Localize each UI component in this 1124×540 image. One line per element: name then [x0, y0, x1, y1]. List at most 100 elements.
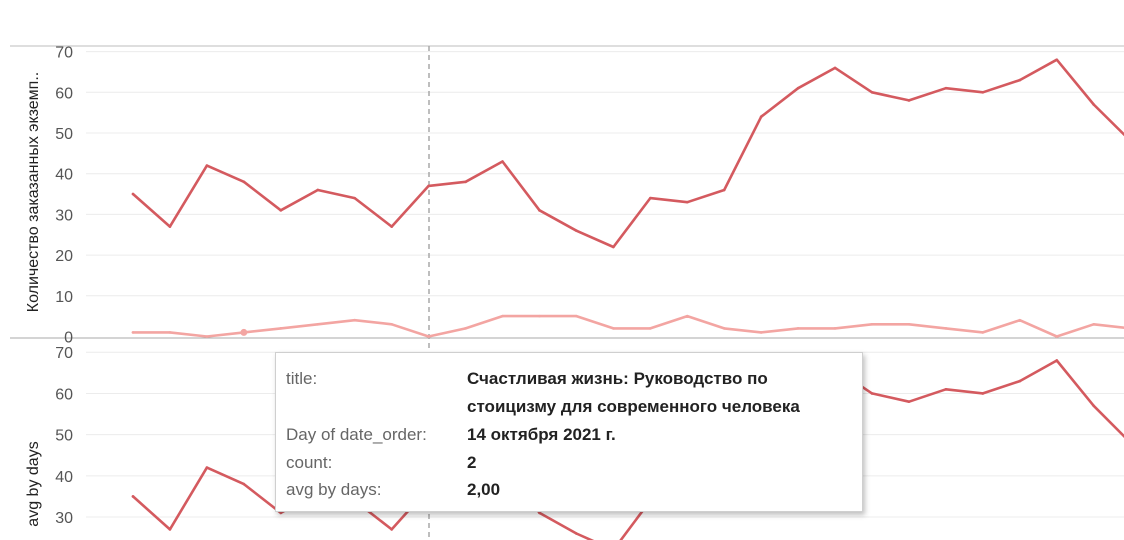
tooltip-date-label: Day of date_order:	[286, 425, 427, 444]
top-series-1-point[interactable]	[1055, 335, 1059, 338]
bottom-series-0-point[interactable]	[538, 511, 541, 515]
top-series-1-point[interactable]	[1092, 322, 1095, 326]
top-series-0-point[interactable]	[1055, 58, 1059, 62]
tooltip-title-value-line2: стоицизму для современного человека	[467, 397, 800, 416]
tooltip-avg-value: 2,00	[467, 480, 501, 499]
top-series-0-point[interactable]	[427, 184, 430, 188]
bottom-series-0-point[interactable]	[242, 482, 246, 486]
top-series-1-point[interactable]	[1018, 318, 1022, 322]
top-series-1-line[interactable]	[131, 314, 1124, 338]
tooltip: title: Счастливая жизнь: Руководство по …	[275, 352, 863, 512]
bottom-series-0-point[interactable]	[205, 466, 209, 469]
bottom-series-0-point[interactable]	[1092, 404, 1095, 408]
top-y-tick-label: 30	[55, 207, 73, 224]
top-y-axis-title: Количество заказанных экземп..	[25, 72, 42, 312]
top-series-1-point[interactable]	[427, 335, 430, 338]
top-series-0-point[interactable]	[833, 66, 837, 70]
top-series-1-point[interactable]	[168, 331, 172, 334]
top-y-tick-label: 10	[55, 289, 73, 306]
top-series-0-point[interactable]	[944, 86, 948, 90]
bottom-series-0-point[interactable]	[390, 528, 393, 531]
bottom-series-0-point[interactable]	[279, 511, 283, 515]
top-series-0-line[interactable]	[131, 58, 1124, 249]
bottom-series-0-point[interactable]	[168, 528, 172, 531]
top-pane-series[interactable]	[131, 58, 1124, 338]
top-series-0-point[interactable]	[649, 196, 652, 200]
top-series-0-point[interactable]	[722, 188, 726, 192]
top-series-0-point[interactable]	[1092, 103, 1095, 106]
tooltip-count-label: count:	[286, 453, 333, 472]
top-series-0-point[interactable]	[612, 245, 615, 249]
bottom-y-axis-ticks: 30 40 50 60 70	[55, 345, 73, 527]
top-series-1-point[interactable]	[685, 314, 689, 318]
top-series-1-point[interactable]	[722, 327, 726, 330]
top-series-1-point[interactable]	[353, 318, 357, 322]
top-series-1-point[interactable]	[205, 335, 209, 338]
top-series-0-point[interactable]	[575, 229, 578, 232]
top-series-0-point[interactable]	[131, 192, 135, 196]
top-series-0-point[interactable]	[316, 188, 320, 192]
top-series-1-point[interactable]	[538, 314, 541, 318]
top-series-0-point[interactable]	[464, 180, 467, 184]
top-series-0-point[interactable]	[279, 209, 283, 212]
top-y-tick-label: 50	[55, 126, 73, 143]
top-series-1-point[interactable]	[390, 322, 393, 326]
bottom-y-tick-label: 60	[55, 386, 73, 403]
top-series-1-point[interactable]	[279, 327, 283, 330]
top-y-tick-label: 20	[55, 248, 73, 265]
top-series-0-point[interactable]	[870, 91, 874, 94]
top-series-1-point[interactable]	[501, 314, 504, 318]
top-pane-gridlines	[86, 51, 1124, 297]
top-series-1-point[interactable]	[944, 327, 948, 330]
top-series-1-point[interactable]	[649, 327, 652, 330]
tooltip-date-value: 14 октября 2021 г.	[467, 425, 616, 444]
bottom-series-0-point[interactable]	[131, 495, 135, 498]
top-series-0-point[interactable]	[168, 225, 172, 228]
bottom-y-tick-label: 40	[55, 469, 73, 486]
top-series-1-point[interactable]	[316, 322, 320, 326]
top-highlighted-point[interactable]	[240, 328, 248, 336]
top-y-tick-label: 40	[55, 167, 73, 184]
tooltip-count-value: 2	[467, 453, 477, 472]
tooltip-avg-label: avg by days:	[286, 480, 382, 499]
bottom-series-0-point[interactable]	[907, 400, 911, 403]
top-series-0-point[interactable]	[796, 86, 800, 90]
top-series-1-point[interactable]	[464, 327, 467, 330]
top-series-1-point[interactable]	[131, 331, 135, 334]
top-series-0-point[interactable]	[1018, 78, 1022, 82]
tooltip-title-label: title:	[286, 369, 318, 388]
top-series-1-point[interactable]	[981, 331, 985, 334]
top-series-0-point[interactable]	[205, 164, 209, 167]
top-series-0-point[interactable]	[501, 160, 504, 163]
top-y-axis-ticks: 0 10 20 30 40 50 60 70	[55, 45, 73, 347]
bottom-series-0-point[interactable]	[1018, 379, 1022, 383]
bottom-y-tick-label: 30	[55, 510, 73, 527]
top-series-0-point[interactable]	[907, 99, 911, 102]
top-series-1-point[interactable]	[833, 327, 837, 330]
top-series-0-point[interactable]	[981, 91, 985, 94]
bottom-y-tick-label: 70	[55, 345, 73, 362]
top-series-0-point[interactable]	[538, 209, 541, 212]
top-series-1-point[interactable]	[870, 322, 874, 326]
top-series-1-point[interactable]	[575, 314, 578, 318]
top-y-tick-label: 60	[55, 85, 73, 102]
top-series-1-point[interactable]	[759, 331, 763, 334]
top-series-1-point[interactable]	[612, 327, 615, 330]
bottom-series-0-point[interactable]	[870, 392, 874, 395]
top-series-0-point[interactable]	[759, 115, 763, 119]
top-y-tick-label: 0	[64, 330, 73, 347]
bottom-series-0-point[interactable]	[944, 388, 948, 391]
bottom-series-0-point[interactable]	[1055, 359, 1059, 362]
bottom-series-0-point[interactable]	[981, 392, 985, 395]
tooltip-title-value-line1: Счастливая жизнь: Руководство по	[467, 369, 768, 388]
bottom-y-axis-title: avg by days	[25, 441, 42, 526]
top-series-1-point[interactable]	[907, 322, 911, 326]
top-series-1-point[interactable]	[796, 327, 800, 330]
top-series-0-point[interactable]	[390, 225, 393, 228]
top-series-0-point[interactable]	[242, 180, 246, 184]
bottom-series-0-point[interactable]	[575, 532, 578, 535]
top-series-0-point[interactable]	[353, 196, 357, 200]
top-series-0-point[interactable]	[685, 200, 689, 204]
bottom-y-tick-label: 50	[55, 428, 73, 445]
